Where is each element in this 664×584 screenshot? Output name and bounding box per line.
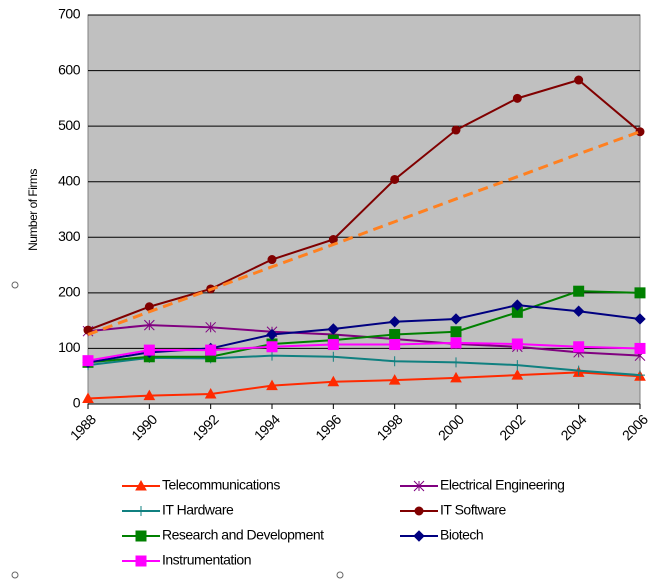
series-line: [87, 341, 641, 362]
marker: [82, 355, 94, 367]
marker: [205, 321, 217, 333]
legend-label: Biotech: [440, 527, 483, 543]
marker: [635, 370, 645, 381]
series-line: [87, 290, 641, 364]
x-tick-label: 2000: [435, 411, 467, 443]
legend-label: Research and Development: [162, 527, 324, 543]
marker: [143, 344, 155, 356]
marker: [450, 337, 462, 349]
marker: [327, 339, 339, 351]
marker: [82, 392, 94, 403]
marker: [450, 326, 462, 338]
marker: [573, 365, 584, 376]
marker: [511, 369, 524, 380]
marker: [451, 357, 461, 368]
marker: [450, 313, 462, 325]
y-axis-label: Number of Firms: [26, 169, 40, 251]
marker: [634, 313, 646, 325]
marker: [205, 344, 217, 356]
y-tick-label: 500: [58, 117, 81, 133]
x-tick-label: 2002: [496, 411, 528, 443]
marker: [511, 299, 524, 311]
marker: [266, 379, 278, 391]
marker: [388, 374, 401, 385]
y-tick-label: 100: [58, 339, 81, 355]
marker: [143, 389, 156, 401]
x-tick-label: 1988: [67, 411, 99, 443]
marker: [143, 319, 155, 331]
y-tick-label: 300: [58, 228, 81, 244]
y-tick-label: 600: [58, 61, 81, 77]
series-line: [87, 371, 641, 400]
marker: [511, 338, 523, 350]
y-tick-label: 0: [73, 395, 81, 411]
series-line: [87, 78, 641, 332]
marker: [512, 360, 523, 371]
marker: [451, 125, 461, 135]
marker: [327, 323, 340, 335]
decoration: [11, 281, 19, 289]
marker: [267, 350, 277, 361]
legend-marker: [135, 479, 147, 491]
marker: [266, 341, 278, 353]
x-tick-label: 1992: [189, 411, 221, 443]
marker: [574, 75, 584, 85]
marker: [328, 351, 339, 362]
legend-label: IT Software: [440, 502, 507, 518]
y-tick-label: 400: [58, 172, 81, 188]
decoration: [336, 571, 344, 579]
x-tick-label: 1996: [312, 411, 344, 443]
legend-label: IT Hardware: [162, 502, 234, 518]
legend-label: Instrumentation: [162, 552, 251, 568]
legend-marker: [135, 530, 147, 542]
marker: [573, 341, 585, 353]
marker: [266, 328, 278, 341]
legend-marker: [414, 506, 424, 516]
legend-label: Telecommunications: [162, 477, 280, 493]
x-tick-label: 2004: [557, 411, 589, 443]
x-tick-label: 1994: [251, 411, 283, 443]
legend-marker: [413, 530, 425, 542]
series-line: [87, 130, 641, 336]
marker: [450, 371, 462, 383]
legend-marker: [413, 480, 425, 492]
marker: [327, 375, 340, 387]
legend-label: Electrical Engineering: [440, 477, 564, 493]
series-line: [87, 354, 641, 377]
y-tick-label: 200: [58, 284, 81, 300]
marker: [634, 342, 646, 354]
marker: [389, 356, 400, 367]
legend-marker: [136, 506, 146, 516]
x-tick-label: 1990: [128, 411, 160, 443]
marker: [573, 285, 585, 297]
y-tick-label: 700: [58, 6, 81, 22]
marker: [389, 339, 401, 351]
marker: [390, 174, 400, 184]
marker: [267, 255, 277, 265]
marker: [634, 287, 646, 299]
marker: [389, 329, 401, 341]
legend-marker: [135, 555, 147, 567]
x-tick-label: 1998: [373, 411, 405, 443]
marker: [512, 93, 522, 103]
decoration: [11, 571, 19, 579]
marker: [204, 387, 217, 399]
x-tick-label: 2006: [619, 411, 651, 443]
marker: [572, 305, 585, 317]
marker: [388, 316, 401, 328]
